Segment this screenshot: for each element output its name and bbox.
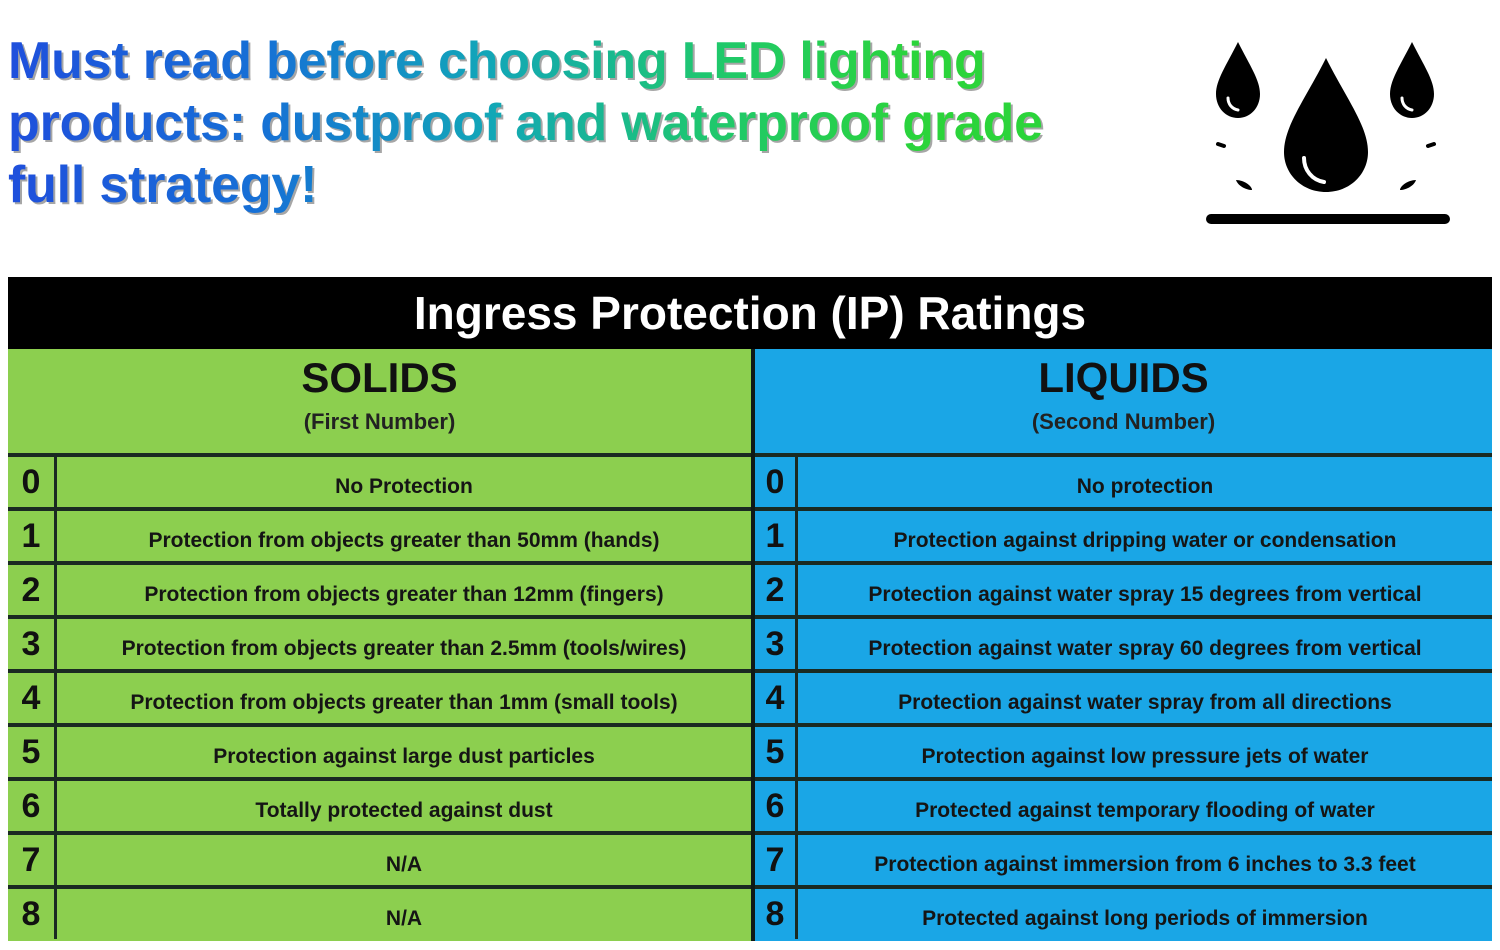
liquids-row-7: 7 Protection against immersion from 6 in… — [755, 831, 1492, 885]
rating-number: 5 — [8, 727, 57, 777]
solids-row-7: 7 N/A — [8, 831, 751, 885]
liquids-row-6: 6 Protected against temporary flooding o… — [755, 777, 1492, 831]
rating-number: 6 — [8, 781, 57, 831]
rating-number: 2 — [755, 565, 798, 615]
solids-column: SOLIDS (First Number) 0 No Protection 1 … — [8, 349, 751, 941]
liquids-header: LIQUIDS (Second Number) — [755, 349, 1492, 453]
rating-description: Protection against dripping water or con… — [893, 529, 1397, 552]
solids-subtitle: (First Number) — [303, 409, 456, 434]
solids-row-3: 3 Protection from objects greater than 2… — [8, 615, 751, 669]
rating-description: Protection against water spray 60 degree… — [868, 637, 1422, 660]
liquids-column: LIQUIDS (Second Number) 0 No protection … — [755, 349, 1492, 941]
rating-number: 0 — [755, 457, 798, 507]
rating-description: Protection against immersion from 6 inch… — [874, 853, 1416, 876]
solids-row-8: 8 N/A — [8, 885, 751, 939]
rating-description: Protection against water spray 15 degree… — [868, 583, 1422, 606]
page-headline: Must read before choosing LED lighting p… — [8, 30, 1148, 216]
water-drops-icon — [1206, 42, 1450, 224]
liquids-title: LIQUIDS — [1038, 354, 1209, 401]
rating-description: Protected against temporary flooding of … — [915, 799, 1375, 822]
rating-description: Protection from objects greater than 1mm… — [130, 691, 678, 714]
solids-row-5: 5 Protection against large dust particle… — [8, 723, 751, 777]
liquids-row-8: 8 Protected against long periods of imme… — [755, 885, 1492, 939]
rating-description: Protection from objects greater than 50m… — [148, 529, 660, 552]
rating-description: Protection against water spray from all … — [898, 691, 1392, 714]
rating-number: 7 — [8, 835, 57, 885]
rating-description: Protection from objects greater than 12m… — [144, 583, 664, 606]
rating-description: No protection — [1076, 475, 1214, 498]
solids-row-0: 0 No Protection — [8, 453, 751, 507]
rating-description: Totally protected against dust — [255, 799, 553, 822]
liquids-row-2: 2 Protection against water spray 15 degr… — [755, 561, 1492, 615]
rating-number: 1 — [8, 511, 57, 561]
rating-number: 0 — [8, 457, 57, 507]
headline-line-2: products: dustproof and waterproof grade — [8, 94, 1043, 152]
liquids-row-1: 1 Protection against dripping water or c… — [755, 507, 1492, 561]
solids-row-4: 4 Protection from objects greater than 1… — [8, 669, 751, 723]
rating-description: Protection from objects greater than 2.5… — [121, 637, 687, 660]
solids-header: SOLIDS (First Number) — [8, 349, 751, 453]
rating-number: 8 — [755, 889, 798, 939]
rating-number: 4 — [755, 673, 798, 723]
rating-number: 2 — [8, 565, 57, 615]
solids-row-6: 6 Totally protected against dust — [8, 777, 751, 831]
rating-description: No Protection — [335, 475, 473, 498]
rating-number: 3 — [755, 619, 798, 669]
rating-number: 1 — [755, 511, 798, 561]
headline-line-3: full strategy! — [8, 156, 318, 214]
ip-ratings-table: Ingress Protection (IP) Ratings SOLIDS (… — [8, 277, 1492, 941]
rating-description: Protected against long periods of immers… — [922, 907, 1368, 930]
liquids-row-4: 4 Protection against water spray from al… — [755, 669, 1492, 723]
rating-number: 5 — [755, 727, 798, 777]
rating-number: 3 — [8, 619, 57, 669]
rating-description: N/A — [385, 853, 423, 876]
headline-line-1: Must read before choosing LED lighting — [8, 32, 986, 90]
rating-number: 6 — [755, 781, 798, 831]
liquids-row-3: 3 Protection against water spray 60 degr… — [755, 615, 1492, 669]
rating-description: Protection against large dust particles — [213, 745, 595, 768]
liquids-subtitle: (Second Number) — [1031, 409, 1216, 434]
liquids-row-0: 0 No protection — [755, 453, 1492, 507]
rating-number: 4 — [8, 673, 57, 723]
liquids-row-5: 5 Protection against low pressure jets o… — [755, 723, 1492, 777]
solids-title: SOLIDS — [301, 354, 458, 401]
rating-number: 8 — [8, 889, 57, 939]
solids-row-2: 2 Protection from objects greater than 1… — [8, 561, 751, 615]
table-title: Ingress Protection (IP) Ratings — [8, 277, 1492, 349]
solids-row-1: 1 Protection from objects greater than 5… — [8, 507, 751, 561]
rating-number: 7 — [755, 835, 798, 885]
rating-description: N/A — [385, 907, 423, 930]
rating-description: Protection against low pressure jets of … — [921, 745, 1369, 768]
